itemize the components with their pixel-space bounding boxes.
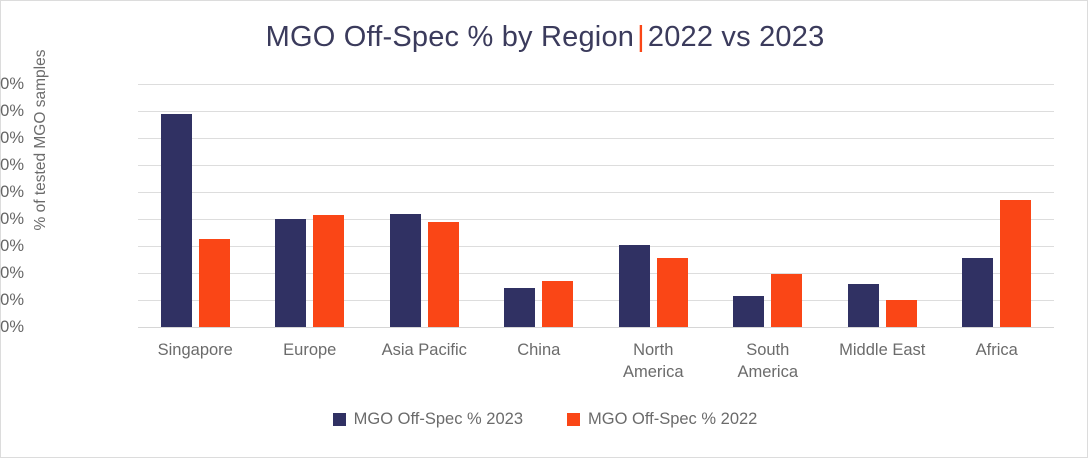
x-axis-tick-label: North America — [596, 339, 711, 383]
bar[interactable] — [656, 258, 688, 327]
bar[interactable] — [1000, 200, 1032, 327]
gridline — [138, 300, 1054, 301]
gridline — [138, 327, 1054, 328]
bar[interactable] — [962, 258, 994, 327]
y-axis-tick-label: 16,0% — [0, 102, 24, 120]
y-axis-tick-label: 10,0% — [0, 183, 24, 201]
gridline — [138, 165, 1054, 166]
bar[interactable] — [198, 239, 230, 327]
gridline — [138, 273, 1054, 274]
gridline — [138, 138, 1054, 139]
bar[interactable] — [885, 300, 917, 327]
x-axis-tick-label: Singapore — [138, 339, 253, 361]
bar[interactable] — [847, 283, 879, 327]
legend-item[interactable]: MGO Off-Spec % 2023 — [332, 410, 523, 429]
y-axis-tick-label: 8,0% — [0, 210, 24, 228]
x-axis-tick-label: Middle East — [825, 339, 940, 361]
x-axis-tick-label-line: America — [737, 363, 798, 381]
y-axis-tick-label: 0,0% — [0, 318, 24, 336]
gridline — [138, 219, 1054, 220]
y-axis-tick-label: 6,0% — [0, 237, 24, 255]
y-axis-tick-label: 2,0% — [0, 291, 24, 309]
y-axis-tick-label: 12,0% — [0, 156, 24, 174]
x-axis-tick-label: Africa — [940, 339, 1055, 361]
legend-swatch-icon — [332, 413, 346, 426]
bars-layer — [138, 84, 1054, 327]
bar-group — [367, 84, 482, 327]
bar[interactable] — [427, 221, 459, 327]
bar[interactable] — [160, 113, 192, 327]
y-axis-tick-label: 18,0% — [0, 75, 24, 93]
x-axis-tick-label-line: America — [622, 363, 684, 381]
bar-group — [825, 84, 940, 327]
chart-title: MGO Off-Spec % by Region | 2022 vs 2023 — [1, 21, 1088, 54]
x-axis-tick-labels: Singapore Europe Asia Pacific China North Ame… — [138, 339, 1054, 397]
bar-group — [482, 84, 597, 327]
x-axis-tick-label-line: North — [633, 341, 674, 359]
bar[interactable] — [771, 274, 803, 327]
bar[interactable] — [389, 213, 421, 327]
bar[interactable] — [275, 219, 307, 327]
bar-group — [596, 84, 711, 327]
x-axis-tick-label: Europe — [253, 339, 368, 361]
bar[interactable] — [542, 281, 574, 327]
chart-title-tail: 2022 vs 2023 — [647, 21, 825, 53]
legend-swatch-icon — [567, 413, 580, 426]
chart-title-separator: | — [637, 21, 645, 53]
bar[interactable] — [504, 287, 536, 327]
x-axis-tick-label: South America — [711, 339, 826, 383]
bar[interactable] — [618, 244, 650, 327]
gridline — [138, 192, 1054, 193]
y-axis-title: % of tested MGO samples — [32, 49, 49, 231]
legend-label: MGO Off-Spec % 2023 — [353, 410, 523, 428]
chart-legend: MGO Off-Spec % 2023 MGO Off-Spec % 2022 — [1, 410, 1088, 429]
bar[interactable] — [313, 214, 345, 327]
x-axis-tick-label-line: Europe — [283, 341, 337, 359]
plot-area — [138, 84, 1054, 328]
bar-group — [253, 84, 368, 327]
legend-label: MGO Off-Spec % 2022 — [588, 410, 758, 428]
bar-group — [711, 84, 826, 327]
x-axis-tick-label: China — [482, 339, 597, 361]
y-axis-tick-label: 4,0% — [0, 264, 24, 282]
x-axis-tick-label: Asia Pacific — [367, 339, 482, 361]
x-axis-tick-label-line: Asia Pacific — [381, 341, 467, 359]
y-axis-tick-label: 14,0% — [0, 129, 24, 147]
x-axis-tick-label-line: Africa — [975, 341, 1018, 359]
chart-title-main: MGO Off-Spec % by Region — [265, 21, 635, 53]
gridline — [138, 84, 1054, 85]
legend-item[interactable]: MGO Off-Spec % 2022 — [567, 410, 757, 429]
x-axis-tick-label-line: South — [746, 341, 790, 359]
x-axis-tick-label-line: Middle East — [839, 341, 926, 359]
x-axis-tick-label-line: Singapore — [157, 341, 233, 359]
bar-group — [138, 84, 253, 327]
bar-group — [940, 84, 1055, 327]
gridline — [138, 246, 1054, 247]
bar[interactable] — [733, 295, 765, 327]
x-axis-tick-label-line: China — [517, 341, 561, 359]
gridline — [138, 111, 1054, 112]
